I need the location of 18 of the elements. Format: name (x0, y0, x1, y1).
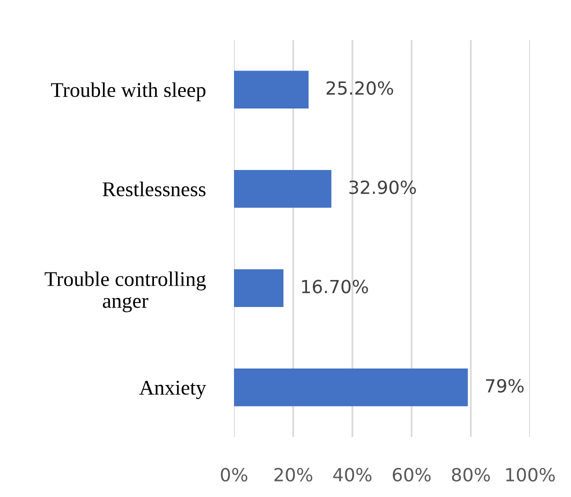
bar (234, 368, 468, 406)
y-tick-label: Restlessness (102, 182, 206, 196)
x-tick-label: 100% (506, 468, 555, 482)
bar (234, 269, 284, 307)
x-tick-label: 20% (274, 468, 312, 482)
y-tick-label: Trouble with sleep (51, 82, 206, 102)
y-tick-label: Trouble controlling anger (44, 271, 206, 312)
bar (234, 70, 309, 108)
data-label: 16.70% (302, 280, 368, 294)
data-label: 79% (486, 378, 524, 393)
x-tick-label: 40% (333, 468, 372, 482)
y-tick-label: Anxiety (139, 380, 206, 400)
data-label: 25.20% (326, 81, 394, 95)
data-label: 32.90% (349, 180, 416, 194)
x-tick-label: 60% (392, 468, 431, 482)
x-tick-label: 80% (452, 468, 490, 482)
bar (234, 170, 332, 208)
x-tick-label: 0% (220, 468, 248, 482)
